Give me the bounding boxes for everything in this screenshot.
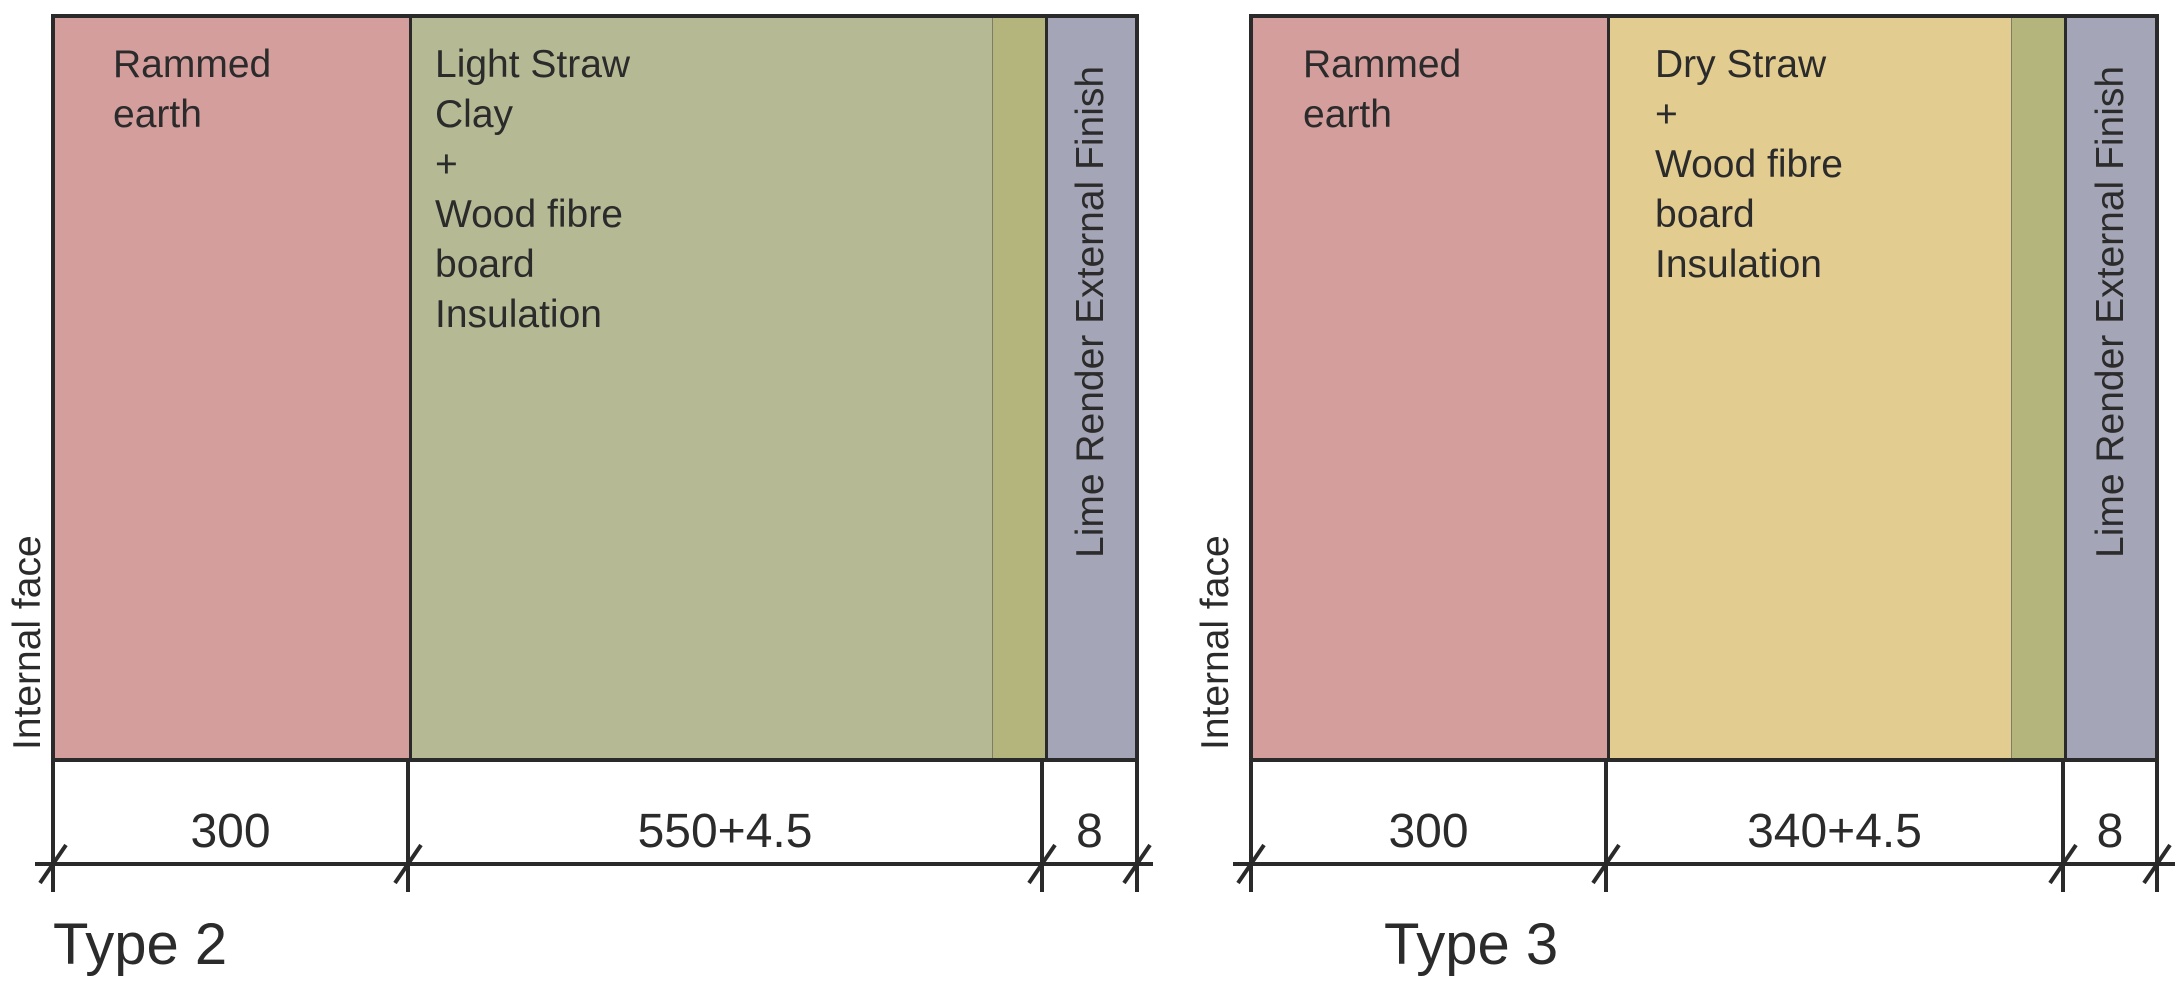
layer-lime-render	[1048, 18, 1135, 758]
wall-layers: Rammed earth Dry Straw + Wood fibre boar…	[1249, 14, 2159, 762]
dimension-insulation: 550+4.5	[637, 805, 813, 858]
layer-insulation	[412, 18, 993, 758]
layer-render-base	[2012, 18, 2067, 758]
dimension-rammed-earth: 300	[1388, 805, 1469, 858]
dimension-lines	[35, 760, 1153, 892]
wall-section-type-2: Internal face Rammed earth Light Straw C…	[6, 14, 1153, 977]
wall-section-type-3: Internal face Rammed earth Dry Straw + W…	[1190, 0, 2184, 1000]
layer-render-base	[993, 18, 1048, 758]
layer-lime-render	[2067, 18, 2155, 758]
dimension-render: 8	[1076, 805, 1103, 858]
layer-insulation	[1610, 18, 2012, 758]
dimension-insulation: 340+4.5	[1747, 805, 1922, 858]
dimension-lines	[1233, 760, 2175, 892]
layer-rammed-earth	[55, 18, 412, 758]
dimension-rammed-earth: 300	[190, 805, 271, 858]
type-title: Type 2	[53, 912, 228, 977]
rammed-earth-label: Rammed earth	[113, 43, 272, 136]
insulation-label: Dry Straw + Wood fibre board Insulation	[1655, 43, 1843, 286]
rammed-earth-label: Rammed earth	[1303, 43, 1462, 136]
layer-rammed-earth	[1253, 18, 1610, 758]
insulation-label: Light Straw Clay + Wood fibre board Insu…	[435, 43, 631, 336]
wall-layers: Rammed earth Light Straw Clay + Wood fib…	[51, 14, 1139, 762]
dimension-render: 8	[2096, 805, 2124, 858]
type-title: Type 3	[1384, 912, 1559, 977]
